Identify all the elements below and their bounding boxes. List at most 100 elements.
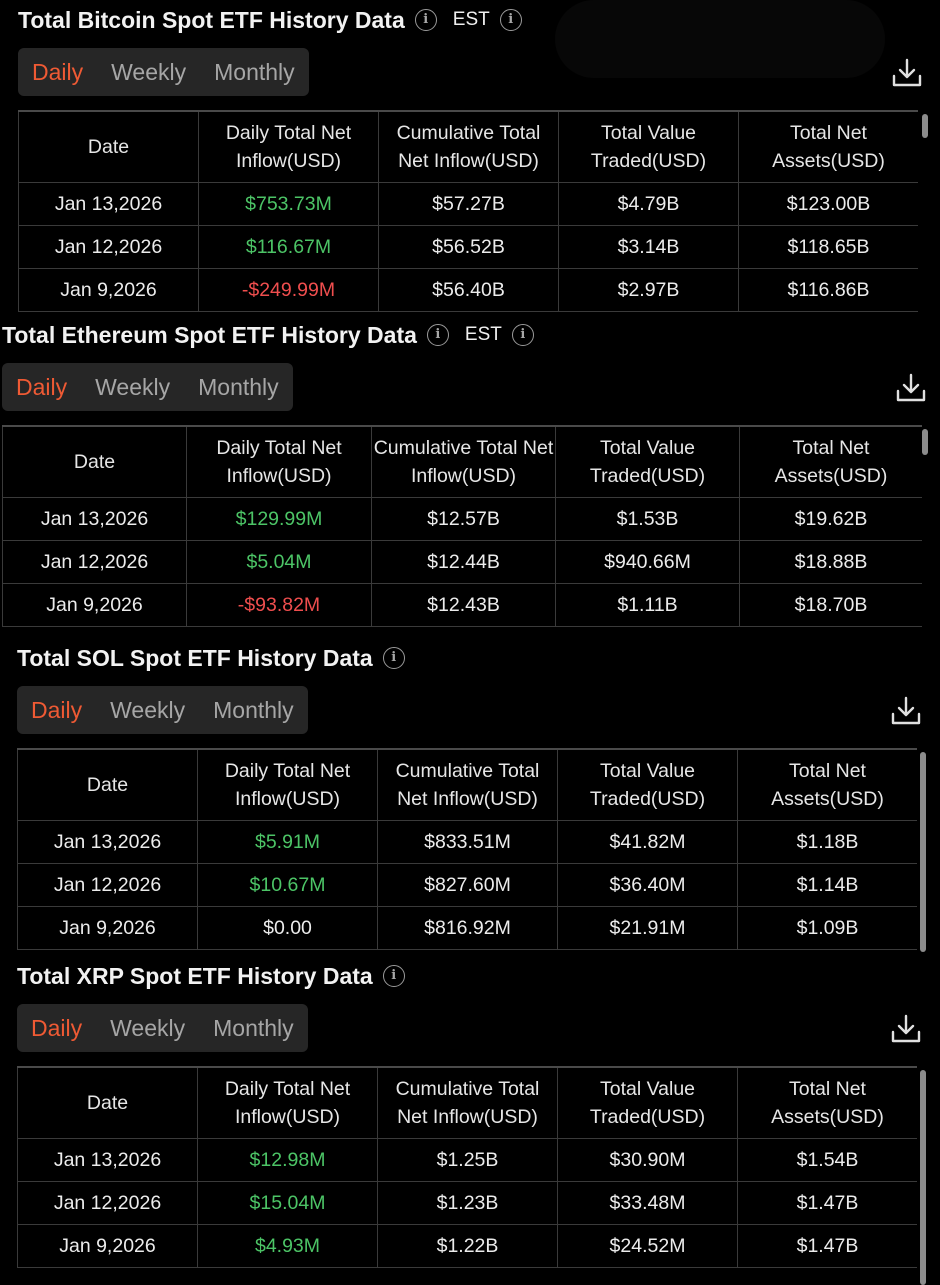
column-header: Daily Total Net Inflow(USD): [198, 110, 379, 183]
cell-daily: -$249.99M: [198, 268, 379, 312]
download-icon[interactable]: [890, 56, 924, 90]
cell-traded: $940.66M: [555, 540, 740, 584]
redacted-area: [555, 0, 885, 78]
column-header: Date: [2, 425, 187, 498]
cell-daily: $4.93M: [197, 1224, 378, 1268]
tab-daily[interactable]: Daily: [31, 696, 83, 723]
table-row[interactable]: Jan 12,2026 $15.04M $1.23B $33.48M $1.47B: [17, 1181, 917, 1225]
cell-traded: $2.97B: [558, 268, 739, 312]
cell-traded: $30.90M: [557, 1138, 738, 1182]
tab-monthly[interactable]: Monthly: [213, 1014, 294, 1041]
cell-traded: $33.48M: [557, 1181, 738, 1225]
cell-traded: $3.14B: [558, 225, 739, 269]
column-header: Total Net Assets(USD): [739, 425, 922, 498]
table-row[interactable]: Jan 12,2026 $10.67M $827.60M $36.40M $1.14B: [17, 863, 917, 907]
table-row[interactable]: Jan 9,2026 $0.00 $816.92M $21.91M $1.09B: [17, 906, 917, 950]
cell-cumulative: $1.22B: [377, 1224, 558, 1268]
table-header-row: Date Daily Total Net Inflow(USD) Cumulativ…: [2, 425, 922, 498]
info-icon[interactable]: i: [414, 9, 437, 31]
table-row[interactable]: Jan 13,2026 $5.91M $833.51M $41.82M $1.18B: [17, 820, 917, 864]
table-row[interactable]: Jan 12,2026 $5.04M $12.44B $940.66M $18.88B: [2, 540, 922, 584]
section-title: Total SOL Spot ETF History Data: [17, 644, 373, 671]
tab-weekly[interactable]: Weekly: [110, 1014, 186, 1041]
section-header: Total Ethereum Spot ETF History Data i EST…: [2, 317, 534, 353]
cell-date: Jan 13,2026: [2, 497, 187, 541]
column-header: Total Net Assets(USD): [737, 748, 917, 821]
timezone-label[interactable]: EST: [452, 9, 490, 30]
table-header-row: Date Daily Total Net Inflow(USD) Cumulativ…: [18, 110, 918, 183]
cell-date: Jan 13,2026: [17, 820, 198, 864]
table-scrollbar[interactable]: [922, 114, 928, 138]
cell-assets: $18.70B: [739, 583, 922, 627]
cell-traded: $1.11B: [555, 583, 740, 627]
cell-daily: $15.04M: [197, 1181, 378, 1225]
cell-assets: $1.14B: [737, 863, 917, 907]
table-header-row: Date Daily Total Net Inflow(USD) Cumulativ…: [17, 1066, 917, 1139]
cell-assets: $19.62B: [739, 497, 922, 541]
table-viewport[interactable]: Date Daily Total Net Inflow(USD) Cumulativ…: [17, 958, 917, 1280]
cell-date: Jan 9,2026: [17, 1224, 198, 1268]
table-row[interactable]: Jan 9,2026 -$249.99M $56.40B $2.97B $116.86B: [18, 268, 918, 312]
column-header: Cumulative Total Net Inflow(USD): [378, 110, 559, 183]
info-icon[interactable]: i: [426, 324, 449, 346]
info-icon[interactable]: i: [382, 647, 405, 669]
cell-cumulative: $816.92M: [377, 906, 558, 950]
period-tabs: Daily Weekly Monthly: [2, 363, 293, 411]
tab-daily[interactable]: Daily: [16, 373, 68, 400]
section-title: Total Ethereum Spot ETF History Data: [2, 321, 417, 348]
download-icon[interactable]: [894, 371, 928, 405]
download-icon[interactable]: [889, 694, 923, 728]
table-row[interactable]: Jan 9,2026 -$93.82M $12.43B $1.11B $18.70B: [2, 583, 922, 627]
section-header: Total SOL Spot ETF History Data i: [17, 640, 405, 676]
table-row[interactable]: Jan 13,2026 $753.73M $57.27B $4.79B $123.00B: [18, 182, 918, 226]
table-viewport[interactable]: Date Daily Total Net Inflow(USD) Cumulativ…: [17, 640, 917, 960]
tab-monthly[interactable]: Monthly: [213, 696, 294, 723]
etf-section: Total Bitcoin Spot ETF History Data i EST i…: [18, 2, 928, 314]
column-header: Total Value Traded(USD): [557, 1066, 738, 1139]
table-header-row: Date Daily Total Net Inflow(USD) Cumulativ…: [17, 748, 917, 821]
table-viewport[interactable]: Date Daily Total Net Inflow(USD) Cumulativ…: [18, 2, 918, 314]
cell-cumulative: $57.27B: [378, 182, 559, 226]
info-icon[interactable]: i: [382, 965, 405, 987]
tab-monthly[interactable]: Monthly: [198, 373, 279, 400]
column-header: Total Value Traded(USD): [557, 748, 738, 821]
table-scrollbar[interactable]: [922, 429, 928, 455]
info-icon[interactable]: i: [499, 9, 522, 31]
table-scrollbar[interactable]: [920, 752, 926, 952]
cell-traded: $24.52M: [557, 1224, 738, 1268]
cell-assets: $1.09B: [737, 906, 917, 950]
section-title: Total Bitcoin Spot ETF History Data: [18, 6, 405, 33]
period-tabs: Daily Weekly Monthly: [17, 1004, 308, 1052]
table-row[interactable]: Jan 9,2026 $4.93M $1.22B $24.52M $1.47B: [17, 1224, 917, 1268]
cell-cumulative: $56.40B: [378, 268, 559, 312]
table-row[interactable]: Jan 13,2026 $129.99M $12.57B $1.53B $19.62B: [2, 497, 922, 541]
tab-weekly[interactable]: Weekly: [111, 58, 187, 85]
column-header: Cumulative Total Net Inflow(USD): [377, 748, 558, 821]
download-icon[interactable]: [889, 1012, 923, 1046]
column-header: Daily Total Net Inflow(USD): [197, 748, 378, 821]
etf-section: Total Ethereum Spot ETF History Data i EST…: [2, 317, 928, 639]
tab-weekly[interactable]: Weekly: [95, 373, 171, 400]
table-viewport[interactable]: Date Daily Total Net Inflow(USD) Cumulativ…: [2, 317, 922, 639]
cell-assets: $123.00B: [738, 182, 918, 226]
tab-daily[interactable]: Daily: [32, 58, 84, 85]
section-title: Total XRP Spot ETF History Data: [17, 962, 373, 989]
tab-daily[interactable]: Daily: [31, 1014, 83, 1041]
cell-daily: $10.67M: [197, 863, 378, 907]
tab-monthly[interactable]: Monthly: [214, 58, 295, 85]
tab-weekly[interactable]: Weekly: [110, 696, 186, 723]
cell-date: Jan 9,2026: [17, 906, 198, 950]
table-row[interactable]: Jan 13,2026 $12.98M $1.25B $30.90M $1.54B: [17, 1138, 917, 1182]
table-row[interactable]: Jan 12,2026 $116.67M $56.52B $3.14B $118.65B: [18, 225, 918, 269]
etf-section: Total SOL Spot ETF History Data i Daily Wee…: [17, 640, 926, 960]
cell-date: Jan 9,2026: [2, 583, 187, 627]
table-scrollbar[interactable]: [920, 1070, 926, 1285]
cell-daily: $0.00: [197, 906, 378, 950]
info-icon[interactable]: i: [511, 324, 534, 346]
history-table: Date Daily Total Net Inflow(USD) Cumulativ…: [17, 1066, 917, 1268]
cell-assets: $116.86B: [738, 268, 918, 312]
timezone-label[interactable]: EST: [464, 324, 502, 345]
column-header: Daily Total Net Inflow(USD): [186, 425, 372, 498]
cell-daily: $5.91M: [197, 820, 378, 864]
cell-daily: $5.04M: [186, 540, 372, 584]
